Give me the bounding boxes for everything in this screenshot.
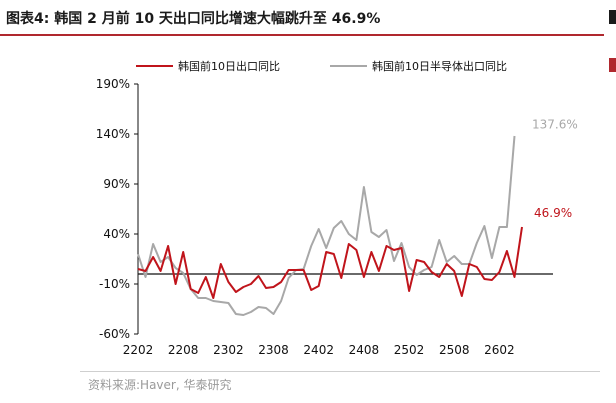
- source-rule: [80, 371, 600, 372]
- end-labels: 137.6% 46.9%: [532, 117, 578, 220]
- chart-title: 图表4: 韩国 2 月前 10 天出口同比增速大幅跳升至 46.9%: [6, 11, 381, 27]
- series-line-exports: [137, 226, 523, 299]
- source-note: 资料来源:Haver, 华泰研究: [88, 378, 232, 392]
- x-tick-label: 2402: [303, 343, 334, 357]
- adjacent-legend-marker: [609, 58, 616, 72]
- x-tick-label: 2502: [394, 343, 425, 357]
- end-label-semiconductor: 137.6%: [532, 117, 578, 131]
- end-label-exports: 46.9%: [534, 206, 572, 220]
- legend-label-exports: 韩国前10日出口同比: [178, 59, 280, 73]
- y-tick-label: 140%: [96, 127, 130, 141]
- y-tick-label: 90%: [103, 177, 130, 191]
- plot-area: [137, 135, 553, 316]
- adjacent-panel-edge: [608, 0, 616, 72]
- legend-label-semiconductor: 韩国前10日半导体出口同比: [372, 59, 507, 73]
- adjacent-title-marker: [609, 10, 616, 24]
- y-axis: 190% 140% 90% 40% -10% -60%: [96, 77, 139, 341]
- y-tick-label: -60%: [99, 327, 130, 341]
- x-tick-label: 2208: [168, 343, 199, 357]
- y-tick-label: 40%: [103, 227, 130, 241]
- y-tick-label: 190%: [96, 77, 130, 91]
- x-tick-label: 2302: [213, 343, 244, 357]
- x-tick-label: 2202: [123, 343, 154, 357]
- x-tick-label: 2602: [484, 343, 515, 357]
- y-tick-label: -10%: [99, 277, 130, 291]
- x-tick-label: 2508: [439, 343, 470, 357]
- legend: 韩国前10日出口同比 韩国前10日半导体出口同比: [136, 59, 507, 73]
- x-tick-label: 2408: [349, 343, 380, 357]
- x-axis: 2202 2208 2302 2308 2402 2408 2502 2508 2602: [123, 343, 515, 357]
- x-tick-label: 2308: [258, 343, 289, 357]
- title-bar: 图表4: 韩国 2 月前 10 天出口同比增速大幅跳升至 46.9%: [0, 0, 604, 36]
- chart: 韩国前10日出口同比 韩国前10日半导体出口同比 190% 140% 90% 40% -1…: [96, 59, 578, 357]
- series-line-semiconductor-exports: [137, 135, 516, 316]
